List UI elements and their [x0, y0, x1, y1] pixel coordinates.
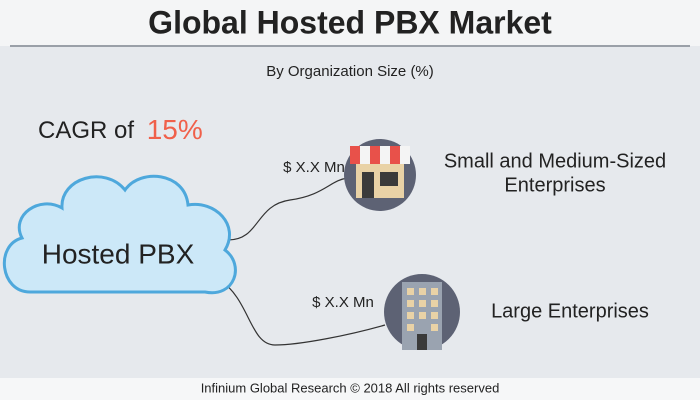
window: [407, 324, 414, 331]
window: [431, 300, 438, 307]
window: [407, 300, 414, 307]
title: Global Hosted PBX Market: [148, 4, 552, 40]
window: [419, 288, 426, 295]
cagr-text: CAGR of: [38, 117, 134, 144]
segment-label: Large Enterprises: [491, 300, 649, 322]
awning-stripe: [370, 146, 380, 164]
title-bar: [0, 0, 700, 46]
cagr-value: 15%: [147, 114, 203, 145]
awning-stripe: [350, 146, 360, 164]
awning-stripe: [390, 146, 400, 164]
window: [431, 312, 438, 319]
window: [419, 312, 426, 319]
window: [419, 300, 426, 307]
segment-label: Enterprises: [504, 174, 605, 196]
window: [407, 288, 414, 295]
subtitle: By Organization Size (%): [266, 63, 434, 80]
cloud: [2, 174, 237, 295]
footer: Infinium Global Research © 2018 All righ…: [201, 380, 500, 395]
footer-bar: [0, 378, 700, 400]
center-label: Hosted PBX: [42, 238, 195, 269]
window: [431, 324, 438, 331]
building-door: [417, 334, 427, 350]
window: [431, 288, 438, 295]
store-window: [380, 172, 398, 186]
segment-value: $ X.X Mn: [312, 294, 374, 311]
cagr-label: CAGR of 15%: [38, 114, 203, 145]
segment-value: $ X.X Mn: [283, 159, 345, 176]
segment-label: Small and Medium-Sized: [444, 150, 666, 172]
building-icon: [384, 274, 460, 350]
connector: [227, 177, 349, 241]
window: [407, 312, 414, 319]
store-icon: [344, 139, 416, 211]
connector: [219, 279, 386, 346]
store-door: [362, 172, 374, 198]
